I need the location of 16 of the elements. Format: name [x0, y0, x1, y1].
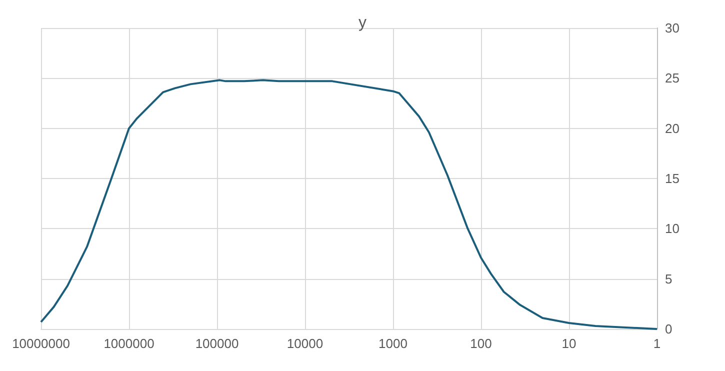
y-tick-label: 0 — [665, 322, 672, 336]
y-tick-label: 30 — [665, 20, 680, 36]
x-tick-label: 1000000 — [104, 336, 154, 351]
chart-title: y — [358, 14, 366, 32]
y-tick-label: 10 — [665, 221, 680, 236]
x-tick-label: 1000 — [378, 336, 408, 351]
x-tick-label: 100 — [470, 336, 492, 351]
y-tick-label: 15 — [665, 171, 680, 186]
x-tick-label: 10000 — [286, 336, 324, 351]
x-tick-label: 1 — [653, 336, 661, 351]
x-tick-label: 100000 — [195, 336, 239, 351]
y-tick-label: 20 — [665, 120, 680, 136]
y-tick-label: 5 — [665, 271, 672, 286]
y-tick-label: 25 — [665, 70, 680, 86]
x-tick-label: 10 — [562, 336, 576, 351]
x-tick-label: 10000000 — [12, 336, 70, 351]
